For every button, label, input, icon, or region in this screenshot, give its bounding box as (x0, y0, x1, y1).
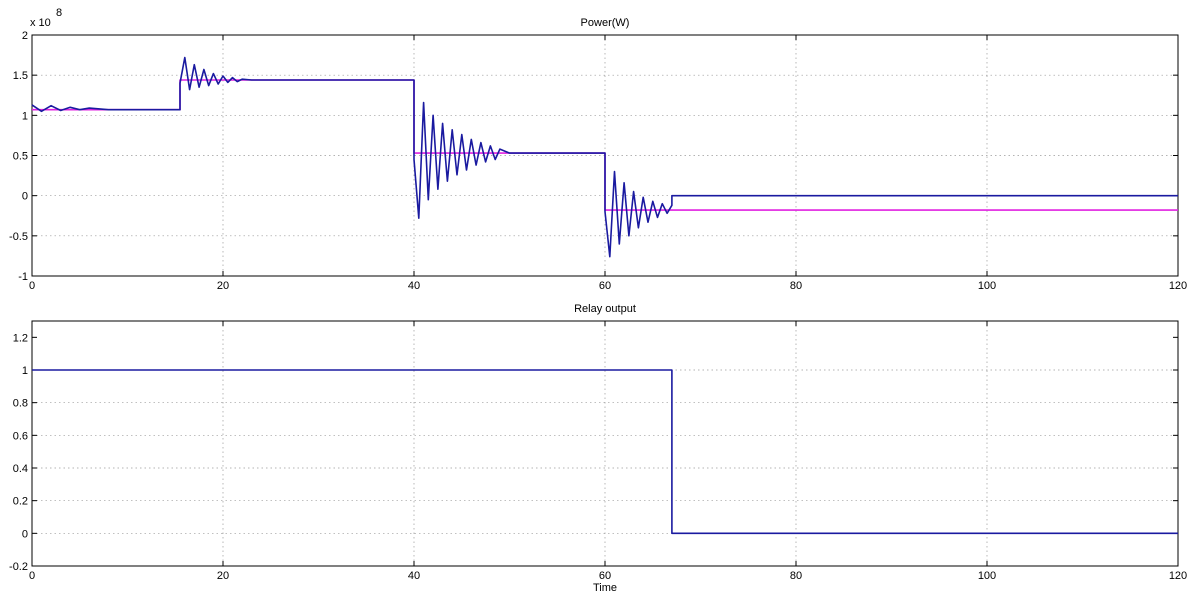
y-tick-label: -1 (18, 271, 28, 283)
y-tick-label: -0.5 (9, 231, 28, 243)
y-tick-label: 1.2 (13, 332, 28, 344)
chart-title: Relay output (574, 303, 636, 315)
x-tick-label: 100 (978, 570, 996, 582)
y-tick-label: 1 (22, 365, 28, 377)
y-exponent-label: x 10 (30, 17, 51, 29)
power-plot: 0 20 40 60 80 100 120 -1 -0.5 0 0.5 1 1.5 2 Power(W) x … (9, 7, 1187, 292)
y-tick-label: 2 (22, 30, 28, 42)
y-tick-label: -0.2 (9, 561, 28, 573)
y-tick-label: 0.4 (13, 463, 28, 475)
y-tick-label: 0.5 (13, 151, 28, 163)
x-tick-label: 100 (978, 280, 996, 292)
x-tick-label: 40 (408, 280, 420, 292)
y-tick-label: 1.5 (13, 70, 28, 82)
x-tick-label: 60 (599, 570, 611, 582)
y-tick-label: 1 (22, 110, 28, 122)
x-tick-label: 20 (217, 570, 229, 582)
y-tick-label: 0.2 (13, 496, 28, 508)
y-tick-label: 0 (22, 191, 28, 203)
series-line-0 (32, 369, 1178, 535)
series-line-1 (31, 56, 1178, 258)
y-tick-label: 0.8 (13, 398, 28, 410)
chart-title: Power(W) (581, 17, 630, 29)
y-tick-label: 0.6 (13, 430, 28, 442)
x-tick-label: 0 (29, 570, 35, 582)
x-tick-label: 80 (790, 280, 802, 292)
x-tick-label: 120 (1169, 570, 1187, 582)
x-axis-label: Time (593, 582, 617, 592)
x-tick-label: 40 (408, 570, 420, 582)
x-tick-label: 20 (217, 280, 229, 292)
relay-output-plot: 0 20 40 60 80 100 120-0.200.20.40.60.811.2Rela… (9, 303, 1187, 592)
y-exponent-power: 8 (56, 7, 62, 19)
x-tick-label: 0 (29, 280, 35, 292)
x-tick-label: 80 (790, 570, 802, 582)
x-tick-label: 120 (1169, 280, 1187, 292)
y-tick-label: 0 (22, 528, 28, 540)
x-tick-label: 60 (599, 280, 611, 292)
